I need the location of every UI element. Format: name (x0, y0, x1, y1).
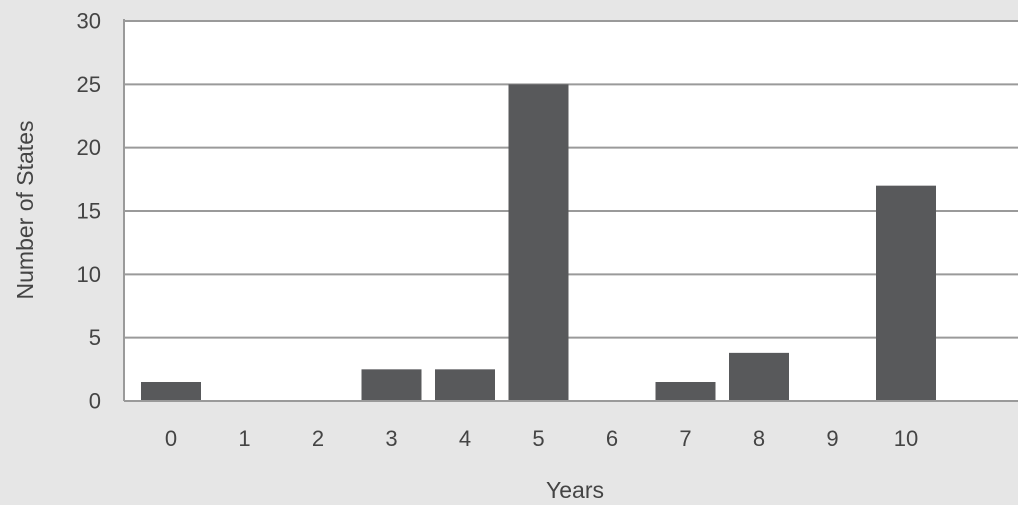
x-tick-label: 1 (238, 426, 250, 451)
y-tick-labels: 0 5 10 15 20 25 30 (77, 9, 101, 414)
bar-3 (361, 369, 422, 401)
y-tick-label: 20 (77, 135, 101, 160)
bars (141, 84, 936, 401)
x-tick-label: 4 (459, 426, 471, 451)
bar-5 (508, 84, 569, 401)
x-tick-labels: 0 1 2 3 4 5 6 7 8 9 10 (165, 426, 918, 451)
y-tick-label: 30 (77, 9, 101, 34)
bar-4 (435, 369, 495, 401)
y-tick-label: 10 (77, 262, 101, 287)
y-axis-title: Number of States (12, 121, 38, 300)
bar-0 (141, 382, 201, 401)
y-tick-label: 0 (89, 389, 101, 414)
bar-8 (729, 352, 789, 401)
x-tick-label: 2 (312, 426, 324, 451)
bar-10 (876, 185, 936, 401)
x-tick-label: 3 (385, 426, 397, 451)
x-tick-label: 10 (894, 426, 918, 451)
x-tick-label: 6 (606, 426, 618, 451)
x-tick-label: 0 (165, 426, 177, 451)
x-axis-title: Years (546, 477, 604, 503)
y-tick-label: 5 (89, 325, 101, 350)
gridlines (124, 20, 1018, 339)
y-tick-label: 15 (77, 199, 101, 224)
x-tick-label: 5 (532, 426, 544, 451)
y-tick-label: 25 (77, 72, 101, 97)
x-tick-label: 7 (679, 426, 691, 451)
bar-7 (655, 382, 716, 401)
x-tick-label: 9 (826, 426, 838, 451)
x-tick-label: 8 (753, 426, 765, 451)
